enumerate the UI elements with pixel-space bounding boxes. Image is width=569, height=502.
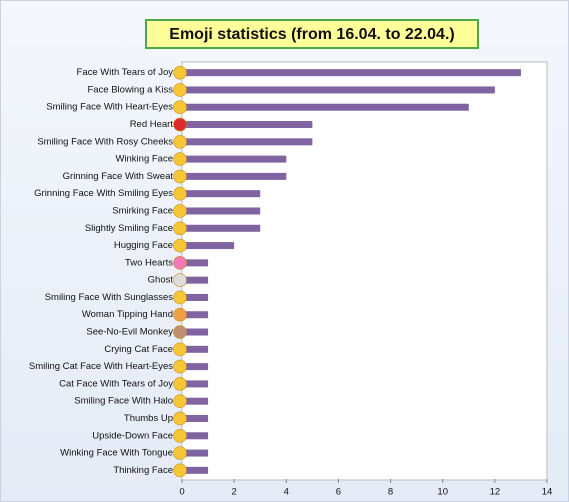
bar — [182, 363, 209, 371]
chart-title: Emoji statistics (from 16.04. to 22.04.) — [169, 26, 454, 43]
y-tick-label: Smiling Face With Heart-Eyes — [46, 102, 173, 113]
emoji-icon — [173, 446, 187, 460]
x-tick-label: 14 — [542, 487, 553, 498]
emoji-icon — [173, 359, 187, 374]
bar — [182, 242, 235, 250]
y-tick-label: Grinning Face With Smiling Eyes — [34, 188, 173, 199]
x-tick-label: 4 — [284, 487, 289, 498]
y-tick-label: Winking Face With Tongue — [60, 448, 173, 459]
bar — [182, 328, 209, 336]
bar — [182, 86, 495, 94]
bar — [182, 259, 209, 267]
emoji-icon — [173, 428, 187, 443]
bar — [182, 466, 209, 474]
bar — [182, 449, 209, 457]
bar — [182, 138, 313, 146]
bar — [182, 276, 209, 284]
emoji-icon — [173, 186, 187, 201]
plot-area — [181, 61, 548, 481]
title-box — [145, 19, 479, 49]
y-tick-label: Two Hearts — [125, 257, 173, 268]
bar — [182, 121, 313, 129]
x-tick-label: 8 — [388, 487, 393, 498]
bar — [182, 207, 261, 215]
emoji-icon — [173, 238, 187, 253]
y-tick-label: Red Heart — [130, 119, 174, 130]
y-tick-label: Smiling Face With Sunglasses — [45, 292, 174, 303]
x-tick-label: 2 — [231, 487, 236, 498]
x-tick-label: 12 — [490, 487, 501, 498]
bar — [182, 103, 469, 111]
bar — [182, 172, 287, 180]
bar — [182, 224, 261, 232]
emoji-icon — [173, 377, 187, 391]
x-tick-label: 10 — [437, 487, 448, 498]
x-tick-label: 0 — [179, 487, 184, 498]
bar — [182, 432, 209, 440]
emoji-icon — [173, 65, 187, 80]
emoji-icon — [173, 290, 187, 305]
emoji-icon — [173, 100, 187, 115]
y-tick-label: Slightly Smiling Face — [85, 223, 173, 234]
y-tick-label: Winking Face — [115, 154, 173, 165]
y-tick-label: Ghost — [148, 275, 174, 286]
bar — [182, 293, 209, 301]
emoji-icon — [173, 83, 187, 97]
bar — [182, 414, 209, 422]
bar — [182, 69, 521, 77]
y-tick-label: Thumbs Up — [124, 413, 173, 424]
y-tick-label: Woman Tipping Hand — [82, 309, 173, 320]
emoji-icon — [173, 463, 187, 478]
emoji-icon — [173, 135, 187, 149]
emoji-icon — [173, 325, 187, 339]
y-tick-label: Crying Cat Face — [104, 344, 173, 355]
y-tick-label: Grinning Face With Sweat — [63, 171, 174, 182]
emoji-icon — [173, 342, 187, 357]
y-tick-label: Cat Face With Tears of Joy — [59, 378, 173, 389]
emoji-icon — [173, 152, 187, 166]
emoji-icon — [173, 169, 187, 184]
emoji-icon — [173, 411, 187, 426]
y-tick-label: Hugging Face — [114, 240, 173, 251]
emoji-icon — [173, 221, 187, 236]
y-tick-label: Face With Tears of Joy — [77, 67, 174, 78]
emoji-icon — [173, 394, 187, 408]
bar — [182, 397, 209, 405]
bar — [182, 311, 209, 319]
bar — [182, 380, 209, 388]
y-tick-label: Smiling Face With Rosy Cheeks — [37, 136, 173, 147]
emoji-icon — [173, 204, 187, 218]
emoji-icon — [173, 256, 187, 270]
bar — [182, 155, 287, 163]
emoji-icon — [173, 307, 187, 322]
emoji-icon — [173, 117, 187, 132]
emoji-icon — [173, 273, 187, 287]
bar — [182, 345, 209, 353]
y-tick-label: Thinking Face — [113, 465, 173, 476]
y-tick-label: See-No-Evil Monkey — [86, 327, 173, 338]
x-tick-label: 6 — [336, 487, 341, 498]
y-tick-label: Upside-Down Face — [92, 430, 173, 441]
y-tick-label: Smirking Face — [112, 205, 173, 216]
y-tick-label: Face Blowing a Kiss — [87, 84, 173, 95]
y-tick-label: Smiling Face With Halo — [74, 396, 173, 407]
y-tick-label: Smiling Cat Face With Heart-Eyes — [29, 361, 173, 372]
bar — [182, 190, 261, 198]
